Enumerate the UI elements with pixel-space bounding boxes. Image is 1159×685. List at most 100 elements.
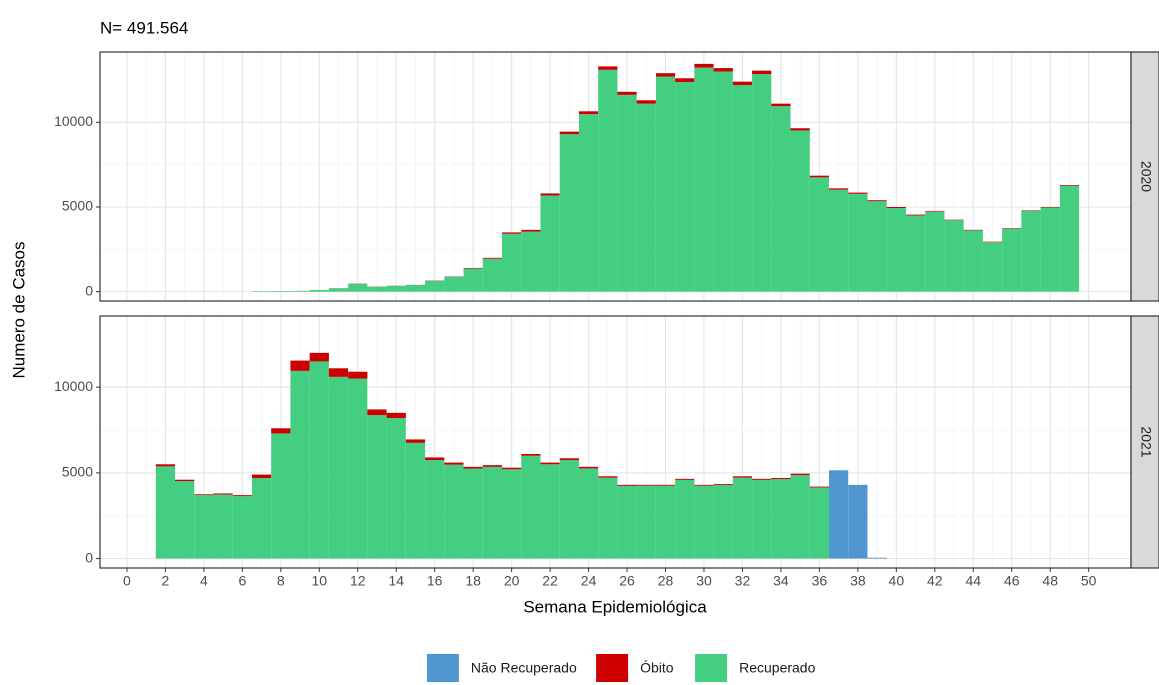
bar — [502, 233, 522, 292]
x-tick-label: 44 — [965, 573, 981, 589]
bar — [655, 76, 676, 292]
bar — [1059, 185, 1080, 292]
bar — [405, 442, 426, 559]
legend-label: Óbito — [640, 660, 674, 676]
bar — [675, 479, 695, 559]
x-tick-label: 6 — [238, 573, 246, 589]
bar — [482, 465, 503, 467]
bar — [598, 69, 618, 292]
x-tick-label: 28 — [658, 573, 674, 589]
bar — [752, 479, 772, 559]
x-tick-label: 22 — [542, 573, 558, 589]
bar — [540, 193, 560, 196]
bar — [771, 103, 791, 107]
legend-label: Recuperado — [739, 660, 815, 676]
bar — [482, 466, 503, 559]
x-tick-label: 50 — [1081, 573, 1097, 589]
bar — [540, 464, 560, 559]
x-tick-label: 2 — [162, 573, 170, 589]
bar — [713, 71, 733, 292]
bar — [771, 106, 791, 292]
x-tick-label: 30 — [696, 573, 712, 589]
bar — [367, 409, 387, 416]
bar — [463, 268, 483, 292]
bar — [502, 467, 522, 470]
bar — [713, 484, 733, 485]
bar — [348, 371, 368, 379]
bar — [752, 478, 772, 480]
bar — [752, 70, 772, 75]
x-tick-label: 8 — [277, 573, 285, 589]
facet-strip — [1130, 315, 1159, 569]
bar — [444, 462, 464, 465]
bar — [290, 360, 310, 371]
bar — [617, 94, 637, 292]
legend-swatch — [695, 654, 728, 682]
x-tick-label: 20 — [504, 573, 520, 589]
legend-label: Não Recuperado — [471, 660, 577, 676]
x-tick-label: 16 — [427, 573, 443, 589]
y-tick-label: 0 — [85, 282, 93, 298]
x-tick-label: 0 — [123, 573, 131, 589]
bar — [598, 66, 618, 70]
bar — [386, 285, 406, 292]
bar — [886, 206, 906, 209]
bar — [829, 188, 849, 190]
bar — [232, 496, 252, 559]
x-tick-label: 36 — [812, 573, 828, 589]
bar — [636, 103, 656, 292]
bar — [732, 477, 753, 559]
bar — [521, 229, 541, 232]
bar — [829, 189, 849, 292]
bar — [636, 100, 656, 104]
bar — [1002, 228, 1022, 229]
bar — [578, 466, 599, 469]
bar — [521, 231, 541, 292]
chart-title: N= 491.564 — [100, 18, 188, 37]
bar — [1002, 228, 1022, 292]
x-tick-label: 26 — [619, 573, 635, 589]
bar — [405, 285, 426, 292]
y-tick-label: 10000 — [54, 378, 93, 394]
bar — [559, 458, 579, 460]
bar — [463, 267, 483, 269]
bar — [1021, 210, 1041, 211]
bar — [444, 464, 464, 559]
y-tick-label: 5000 — [62, 464, 93, 480]
bar — [675, 78, 695, 82]
bar — [425, 457, 445, 460]
bar — [675, 81, 695, 292]
bar — [194, 494, 214, 496]
bar — [867, 201, 887, 292]
bar — [694, 484, 714, 486]
bar — [694, 485, 714, 559]
bar — [982, 241, 1003, 243]
legend-swatch — [596, 654, 629, 682]
facet-strip — [1130, 51, 1159, 302]
x-tick-label: 10 — [311, 573, 327, 589]
bar — [559, 134, 579, 292]
bar — [1021, 210, 1041, 292]
bar — [809, 177, 830, 292]
bar — [809, 175, 830, 178]
bar — [790, 473, 810, 476]
bar — [155, 466, 176, 559]
bar — [886, 208, 906, 292]
bar — [559, 131, 579, 135]
bar — [636, 485, 656, 559]
bar — [732, 81, 753, 86]
facet-label: 2020 — [1138, 161, 1154, 192]
bar — [617, 485, 637, 559]
bar — [963, 229, 983, 231]
y-tick-label: 0 — [85, 549, 93, 565]
x-tick-label: 4 — [200, 573, 208, 589]
bar — [771, 478, 791, 480]
bar — [194, 495, 214, 559]
bar — [540, 195, 560, 292]
bar — [944, 219, 964, 221]
bar — [655, 73, 676, 77]
bar — [1059, 184, 1080, 186]
bar — [251, 478, 272, 559]
bar — [675, 478, 695, 480]
bar — [713, 68, 733, 72]
